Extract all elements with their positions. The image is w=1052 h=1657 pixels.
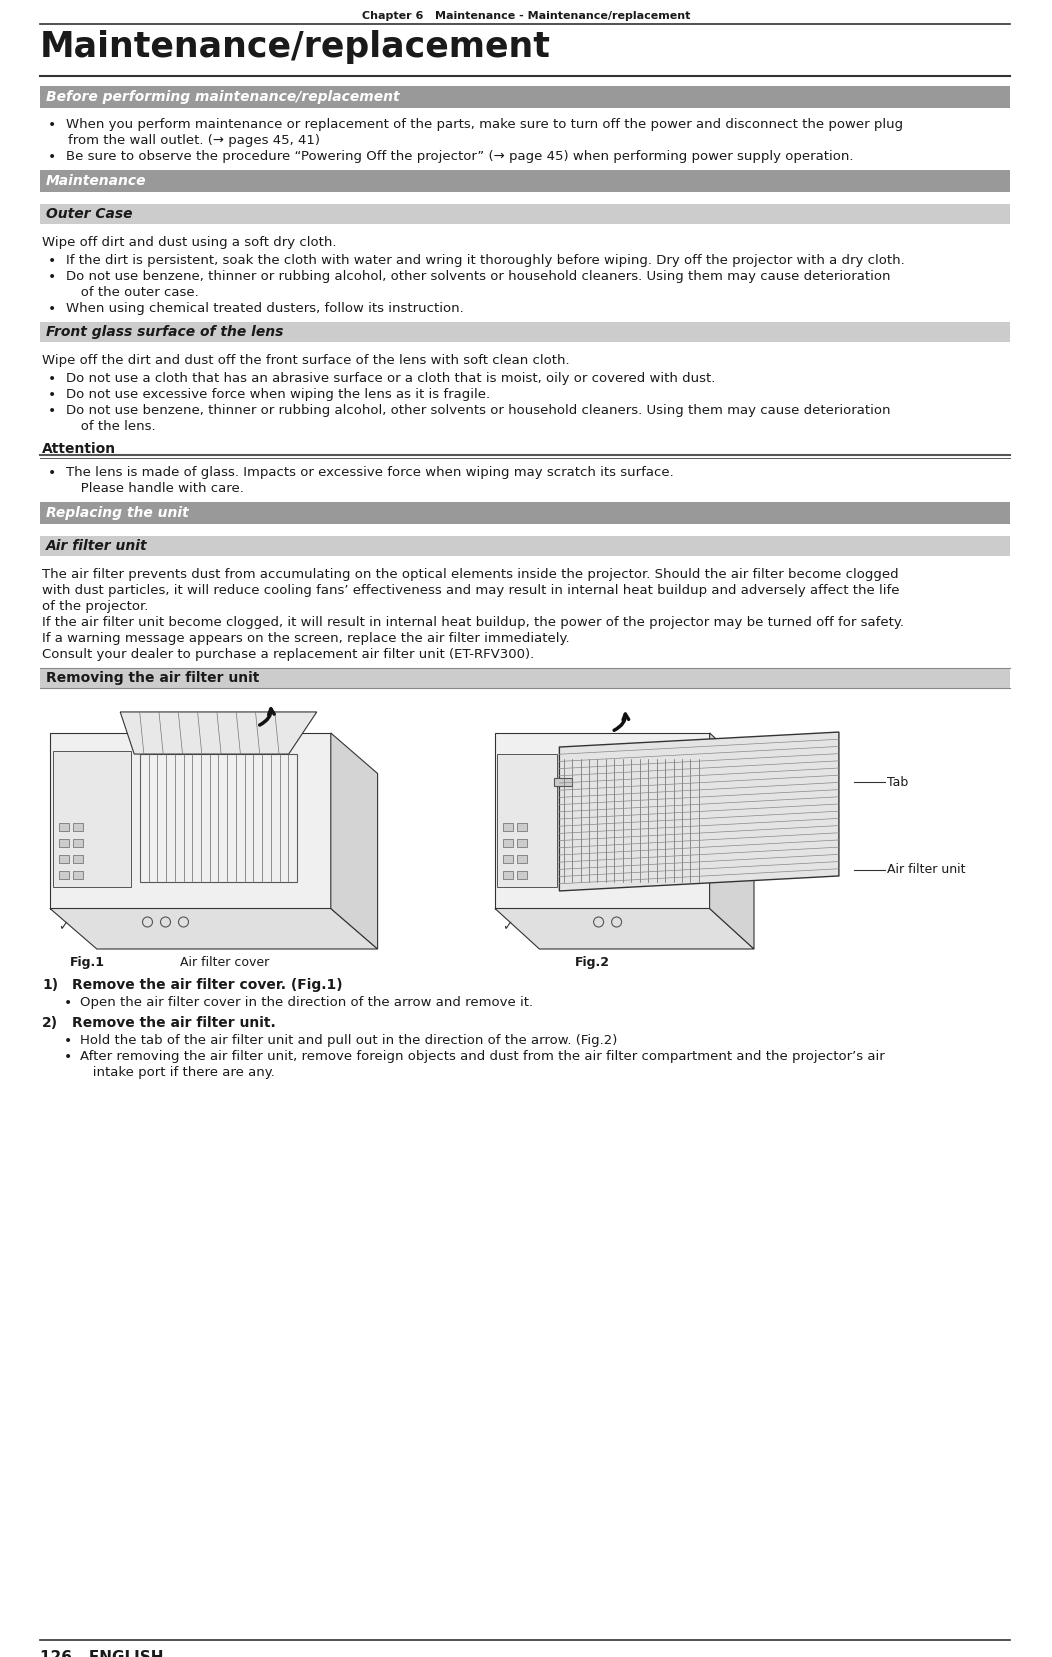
- Polygon shape: [495, 732, 710, 908]
- Text: Chapter 6   Maintenance - Maintenance/replacement: Chapter 6 Maintenance - Maintenance/repl…: [362, 12, 690, 22]
- Bar: [498, 754, 558, 888]
- Bar: [40, 502, 1010, 524]
- Text: Do not use a cloth that has an abrasive surface or a cloth that is moist, oily o: Do not use a cloth that has an abrasive …: [66, 373, 715, 384]
- Bar: [59, 855, 68, 863]
- Polygon shape: [50, 908, 378, 949]
- Text: Maintenance: Maintenance: [46, 174, 146, 187]
- Bar: [59, 872, 68, 880]
- Text: •: •: [64, 996, 73, 1011]
- Bar: [59, 840, 68, 847]
- Text: Attention: Attention: [42, 442, 116, 456]
- Text: Before performing maintenance/replacement: Before performing maintenance/replacemen…: [46, 89, 400, 104]
- Text: ✓: ✓: [58, 920, 68, 933]
- Text: •: •: [48, 404, 56, 418]
- Text: 1): 1): [42, 978, 58, 993]
- Text: ✓: ✓: [503, 920, 513, 933]
- Text: The air filter prevents dust from accumulating on the optical elements inside th: The air filter prevents dust from accumu…: [42, 568, 898, 582]
- Polygon shape: [120, 713, 317, 754]
- Text: •: •: [48, 151, 56, 164]
- Polygon shape: [330, 732, 378, 949]
- Bar: [40, 86, 1010, 108]
- Bar: [40, 535, 1010, 557]
- Text: from the wall outlet. (→ pages 45, 41): from the wall outlet. (→ pages 45, 41): [68, 134, 320, 147]
- Text: Removing the air filter unit: Removing the air filter unit: [46, 671, 260, 684]
- Bar: [518, 855, 527, 863]
- Polygon shape: [710, 732, 754, 949]
- Text: •: •: [48, 118, 56, 133]
- Bar: [73, 824, 83, 832]
- Bar: [518, 872, 527, 880]
- Bar: [518, 824, 527, 832]
- Text: of the lens.: of the lens.: [68, 419, 156, 432]
- Text: 126 - ENGLISH: 126 - ENGLISH: [40, 1650, 163, 1657]
- Text: After removing the air filter unit, remove foreign objects and dust from the air: After removing the air filter unit, remo…: [80, 1051, 885, 1064]
- Bar: [59, 824, 68, 832]
- Bar: [40, 171, 1010, 192]
- Bar: [73, 840, 83, 847]
- Bar: [503, 840, 513, 847]
- Text: If the dirt is persistent, soak the cloth with water and wring it thoroughly bef: If the dirt is persistent, soak the clot…: [66, 254, 905, 267]
- Text: Hold the tab of the air filter unit and pull out in the direction of the arrow. : Hold the tab of the air filter unit and …: [80, 1034, 618, 1047]
- Polygon shape: [495, 908, 754, 949]
- Polygon shape: [560, 732, 838, 891]
- Bar: [40, 321, 1010, 341]
- Text: with dust particles, it will reduce cooling fans’ effectiveness and may result i: with dust particles, it will reduce cool…: [42, 583, 899, 597]
- Text: intake port if there are any.: intake port if there are any.: [80, 1065, 275, 1079]
- Text: Open the air filter cover in the direction of the arrow and remove it.: Open the air filter cover in the directi…: [80, 996, 533, 1009]
- Text: Be sure to observe the procedure “Powering Off the projector” (→ page 45) when p: Be sure to observe the procedure “Poweri…: [66, 151, 853, 162]
- Bar: [554, 779, 572, 785]
- Text: •: •: [48, 388, 56, 403]
- Text: If a warning message appears on the screen, replace the air filter immediately.: If a warning message appears on the scre…: [42, 631, 569, 645]
- Text: Consult your dealer to purchase a replacement air filter unit (ET-RFV300).: Consult your dealer to purchase a replac…: [42, 648, 534, 661]
- Text: Fig.1: Fig.1: [70, 956, 105, 969]
- Text: Remove the air filter cover. (Fig.1): Remove the air filter cover. (Fig.1): [72, 978, 343, 993]
- Text: The lens is made of glass. Impacts or excessive force when wiping may scratch it: The lens is made of glass. Impacts or ex…: [66, 466, 673, 479]
- Text: Please handle with care.: Please handle with care.: [68, 482, 244, 495]
- Text: Tab: Tab: [887, 775, 908, 789]
- Bar: [73, 855, 83, 863]
- Bar: [503, 855, 513, 863]
- Text: Wipe off dirt and dust using a soft dry cloth.: Wipe off dirt and dust using a soft dry …: [42, 235, 337, 249]
- Text: If the air filter unit become clogged, it will result in internal heat buildup, : If the air filter unit become clogged, i…: [42, 616, 904, 630]
- Text: Front glass surface of the lens: Front glass surface of the lens: [46, 325, 283, 340]
- Bar: [518, 840, 527, 847]
- Text: Maintenance/replacement: Maintenance/replacement: [40, 30, 551, 65]
- Text: Air filter unit: Air filter unit: [887, 863, 966, 877]
- Bar: [503, 824, 513, 832]
- Text: of the outer case.: of the outer case.: [68, 287, 199, 298]
- Text: Do not use excessive force when wiping the lens as it is fragile.: Do not use excessive force when wiping t…: [66, 388, 490, 401]
- Text: •: •: [48, 254, 56, 268]
- Text: •: •: [48, 373, 56, 386]
- Bar: [40, 204, 1010, 224]
- Polygon shape: [50, 732, 330, 908]
- Text: When using chemical treated dusters, follow its instruction.: When using chemical treated dusters, fol…: [66, 302, 464, 315]
- Bar: [40, 668, 1010, 688]
- Text: Do not use benzene, thinner or rubbing alcohol, other solvents or household clea: Do not use benzene, thinner or rubbing a…: [66, 404, 890, 418]
- Text: Air filter cover: Air filter cover: [180, 956, 269, 969]
- Text: When you perform maintenance or replacement of the parts, make sure to turn off : When you perform maintenance or replacem…: [66, 118, 903, 131]
- Text: Replacing the unit: Replacing the unit: [46, 505, 188, 520]
- Text: •: •: [64, 1051, 73, 1064]
- Text: •: •: [64, 1034, 73, 1047]
- Bar: [73, 872, 83, 880]
- Text: Remove the air filter unit.: Remove the air filter unit.: [72, 1016, 276, 1031]
- Text: 2): 2): [42, 1016, 58, 1031]
- Bar: [503, 872, 513, 880]
- Text: Wipe off the dirt and dust off the front surface of the lens with soft clean clo: Wipe off the dirt and dust off the front…: [42, 355, 569, 366]
- Text: of the projector.: of the projector.: [42, 600, 148, 613]
- Text: Fig.2: Fig.2: [575, 956, 610, 969]
- Text: •: •: [48, 270, 56, 283]
- Text: Air filter unit: Air filter unit: [46, 539, 147, 553]
- Text: •: •: [48, 302, 56, 316]
- Bar: [53, 751, 132, 888]
- Text: Outer Case: Outer Case: [46, 207, 133, 220]
- Text: Do not use benzene, thinner or rubbing alcohol, other solvents or household clea: Do not use benzene, thinner or rubbing a…: [66, 270, 890, 283]
- Text: •: •: [48, 466, 56, 481]
